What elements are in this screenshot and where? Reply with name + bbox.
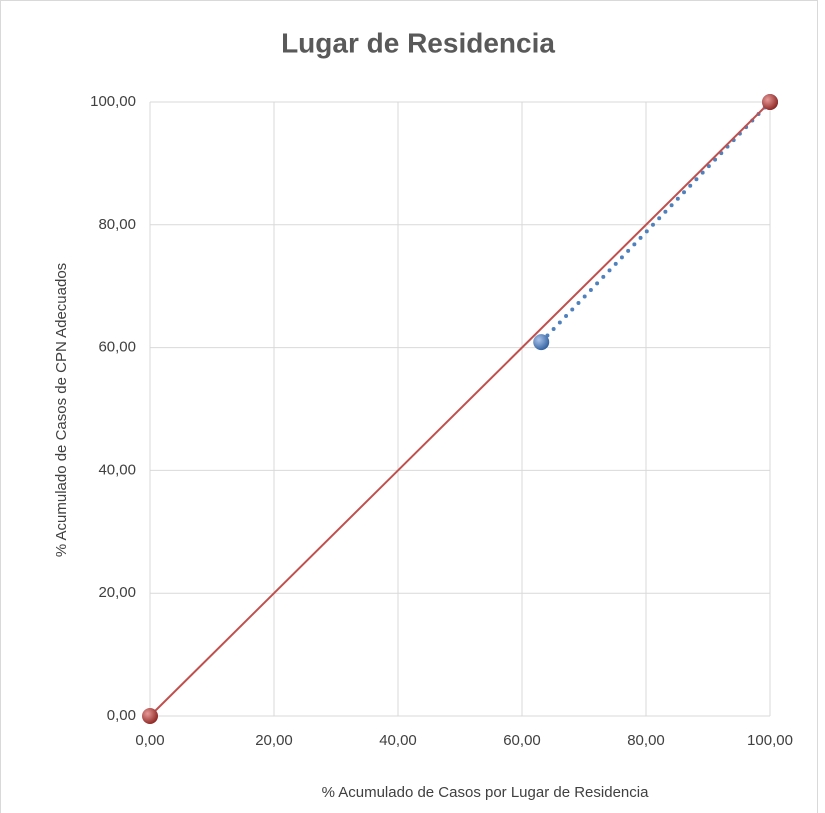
marker [762, 94, 778, 110]
x-tick-label: 100,00 [747, 732, 793, 749]
y-tick-label: 40,00 [98, 461, 136, 478]
x-tick-label: 40,00 [379, 732, 417, 749]
y-tick-label: 20,00 [98, 584, 136, 601]
x-tick-label: 60,00 [503, 732, 541, 749]
x-tick-label: 0,00 [135, 732, 164, 749]
marker [533, 334, 550, 351]
x-tick-label: 20,00 [255, 732, 293, 749]
series-line [539, 100, 772, 345]
series-line [149, 101, 771, 717]
x-axis-label: % Acumulado de Casos por Lugar de Reside… [322, 784, 650, 801]
y-tick-label: 80,00 [98, 216, 136, 233]
chart-title: Lugar de Residencia [281, 27, 555, 58]
marker [142, 708, 158, 724]
x-tick-label: 80,00 [627, 732, 665, 749]
y-tick-label: 60,00 [98, 339, 136, 356]
y-axis-label: % Acumulado de Casos de CPN Adecuados [53, 263, 70, 557]
y-tick-label: 0,00 [107, 707, 136, 724]
y-tick-label: 100,00 [90, 93, 136, 110]
